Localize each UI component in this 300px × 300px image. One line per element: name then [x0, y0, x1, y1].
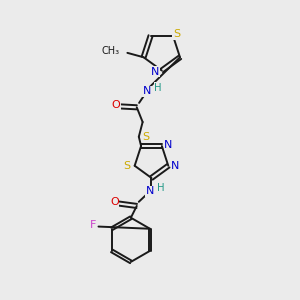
Text: N: N — [164, 140, 172, 149]
Text: N: N — [143, 86, 151, 96]
Text: S: S — [142, 132, 150, 142]
Text: H: H — [158, 183, 165, 193]
Text: N: N — [171, 161, 179, 171]
Text: N: N — [146, 186, 154, 196]
Text: S: S — [124, 161, 131, 171]
Text: F: F — [90, 220, 96, 230]
Text: CH₃: CH₃ — [102, 46, 120, 56]
Text: O: O — [110, 197, 119, 207]
Text: S: S — [173, 29, 180, 39]
Text: H: H — [154, 82, 162, 93]
Text: N: N — [151, 67, 160, 77]
Text: O: O — [112, 100, 120, 110]
